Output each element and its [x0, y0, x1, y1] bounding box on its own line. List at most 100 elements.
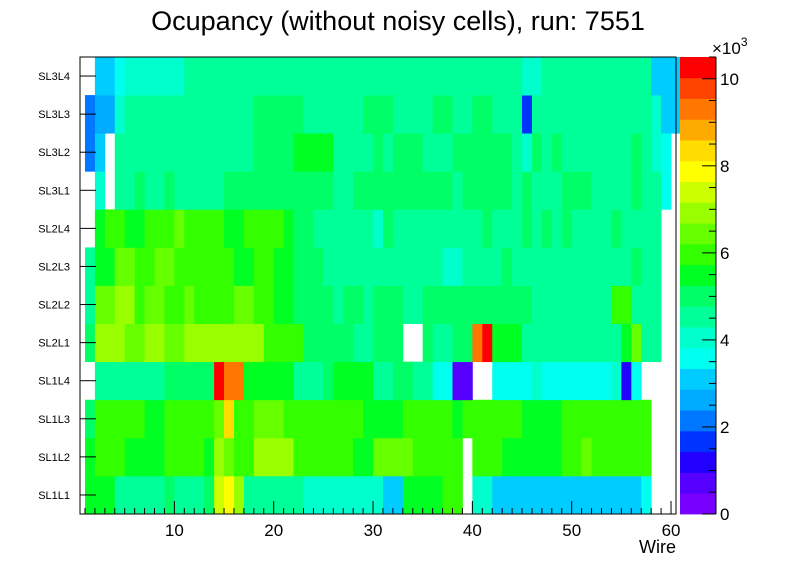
x-tick-label: 40: [463, 521, 482, 540]
heatmap-cell: [442, 247, 463, 286]
heatmap-cell: [94, 171, 106, 210]
colorbar-tick-label: 0: [720, 505, 729, 524]
heatmap-cell: [204, 437, 215, 477]
heatmap-cell: [531, 285, 543, 324]
heatmap-cell: [452, 361, 473, 401]
heatmap-cell: [561, 133, 622, 172]
heatmap-cell: [472, 323, 483, 363]
heatmap-cell: [621, 209, 642, 248]
heatmap-cell: [164, 361, 195, 401]
heatmap-cell: [134, 285, 145, 324]
heatmap-cell: [452, 95, 473, 134]
heatmap-cell: [561, 399, 652, 439]
heatmap-cell: [641, 209, 662, 248]
heatmap-cell: [522, 171, 533, 210]
heatmap-cell: [492, 361, 533, 401]
x-tick-label: 30: [364, 521, 383, 540]
heatmap-cell: [204, 475, 215, 515]
heatmap-cell: [124, 57, 155, 96]
heatmap-cell: [164, 285, 185, 324]
heatmap-cell: [174, 209, 185, 248]
heatmap-cell: [561, 437, 583, 477]
heatmap-cell: [382, 475, 404, 515]
colorbar-multiplier-exponent: 3: [741, 35, 748, 49]
heatmap-cell: [94, 209, 106, 248]
heatmap-cell: [512, 247, 533, 286]
heatmap-cell: [164, 437, 205, 477]
colorbar-segment: [680, 327, 716, 349]
plot-frame: [79, 56, 677, 515]
heatmap-cell: [462, 171, 513, 210]
heatmap-cell: [194, 361, 215, 401]
heatmap-cell: [531, 209, 543, 248]
heatmap-cell: [541, 361, 612, 401]
heatmap-cell: [512, 133, 523, 172]
heatmap-cell: [611, 285, 622, 324]
heatmap-cell: [631, 133, 642, 172]
y-axis: SL1L1 SL1L2 SL1L3 SL1L4 SL2L1 SL2L2 SL2L3 SL2L4…: [38, 71, 96, 502]
heatmap-cell: [224, 437, 235, 477]
colorbar-segment: [680, 493, 716, 515]
heatmap-cell: [333, 133, 374, 172]
heatmap-cell: [363, 95, 394, 134]
heatmap-cell: [621, 323, 632, 363]
heatmap-cell: [422, 285, 483, 324]
heatmap-cell: [422, 323, 434, 363]
heatmap-cell: [412, 437, 463, 477]
heatmap-cell: [631, 247, 642, 286]
heatmap-cell: [114, 95, 126, 134]
heatmap-cell: [651, 133, 662, 172]
heatmap-cell: [611, 209, 622, 248]
x-axis: 10 20 30 40 50 60: [84, 501, 681, 540]
heatmap-cell: [621, 133, 632, 172]
heatmap-cell: [94, 247, 116, 286]
heatmap-cell: [114, 285, 136, 324]
heatmap-cell: [581, 437, 592, 477]
heatmap-cell: [94, 57, 116, 96]
heatmap-cell: [631, 323, 642, 363]
heatmap-cell: [233, 171, 334, 210]
heatmap-cell: [432, 323, 453, 363]
heatmap-cell: [392, 133, 424, 172]
y-tick-label: SL2L1: [38, 338, 70, 350]
heatmap-cell: [373, 437, 414, 477]
heatmap-cell: [422, 133, 453, 172]
heatmap-cell: [462, 399, 523, 439]
heatmap-cell: [432, 95, 453, 134]
heatmap-cell: [184, 209, 225, 248]
heatmap-cell: [452, 171, 463, 210]
heatmap-cell: [224, 209, 245, 248]
heatmap-cell: [402, 475, 443, 515]
heatmap-cell: [214, 475, 225, 515]
heatmap-cell: [353, 171, 453, 210]
heatmap-cell: [174, 247, 235, 286]
heatmap-cell: [303, 323, 334, 363]
heatmap-cell: [283, 209, 294, 248]
colorbar-multiplier: ×103: [712, 35, 748, 58]
heatmap-cell: [522, 57, 543, 96]
heatmap-cell: [631, 95, 652, 134]
heatmap-cell: [293, 285, 334, 324]
colorbar-multiplier-base: ×10: [712, 39, 741, 58]
heatmap-cell: [373, 209, 384, 248]
heatmap-cell: [333, 171, 354, 210]
y-tick-label: SL3L1: [38, 185, 70, 197]
heatmap-cell: [233, 437, 255, 477]
heatmap-cell: [561, 209, 573, 248]
x-tick-label: 60: [662, 521, 681, 540]
heatmap-cell: [154, 247, 175, 286]
heatmap-cell: [253, 399, 285, 439]
heatmap-cell: [551, 209, 563, 248]
colorbar-segment: [680, 202, 716, 224]
colorbar-segment: [680, 98, 716, 120]
heatmap-cell: [94, 95, 116, 134]
colorbar-segment: [680, 140, 716, 162]
y-tick-label: SL1L1: [38, 490, 70, 502]
heatmap-cell: [492, 95, 523, 134]
y-tick-label: SL3L3: [38, 109, 70, 121]
heatmap-cell: [631, 285, 642, 324]
heatmap-cell: [522, 399, 563, 439]
colorbar-segment: [680, 430, 716, 453]
heatmap-cell: [551, 133, 563, 172]
